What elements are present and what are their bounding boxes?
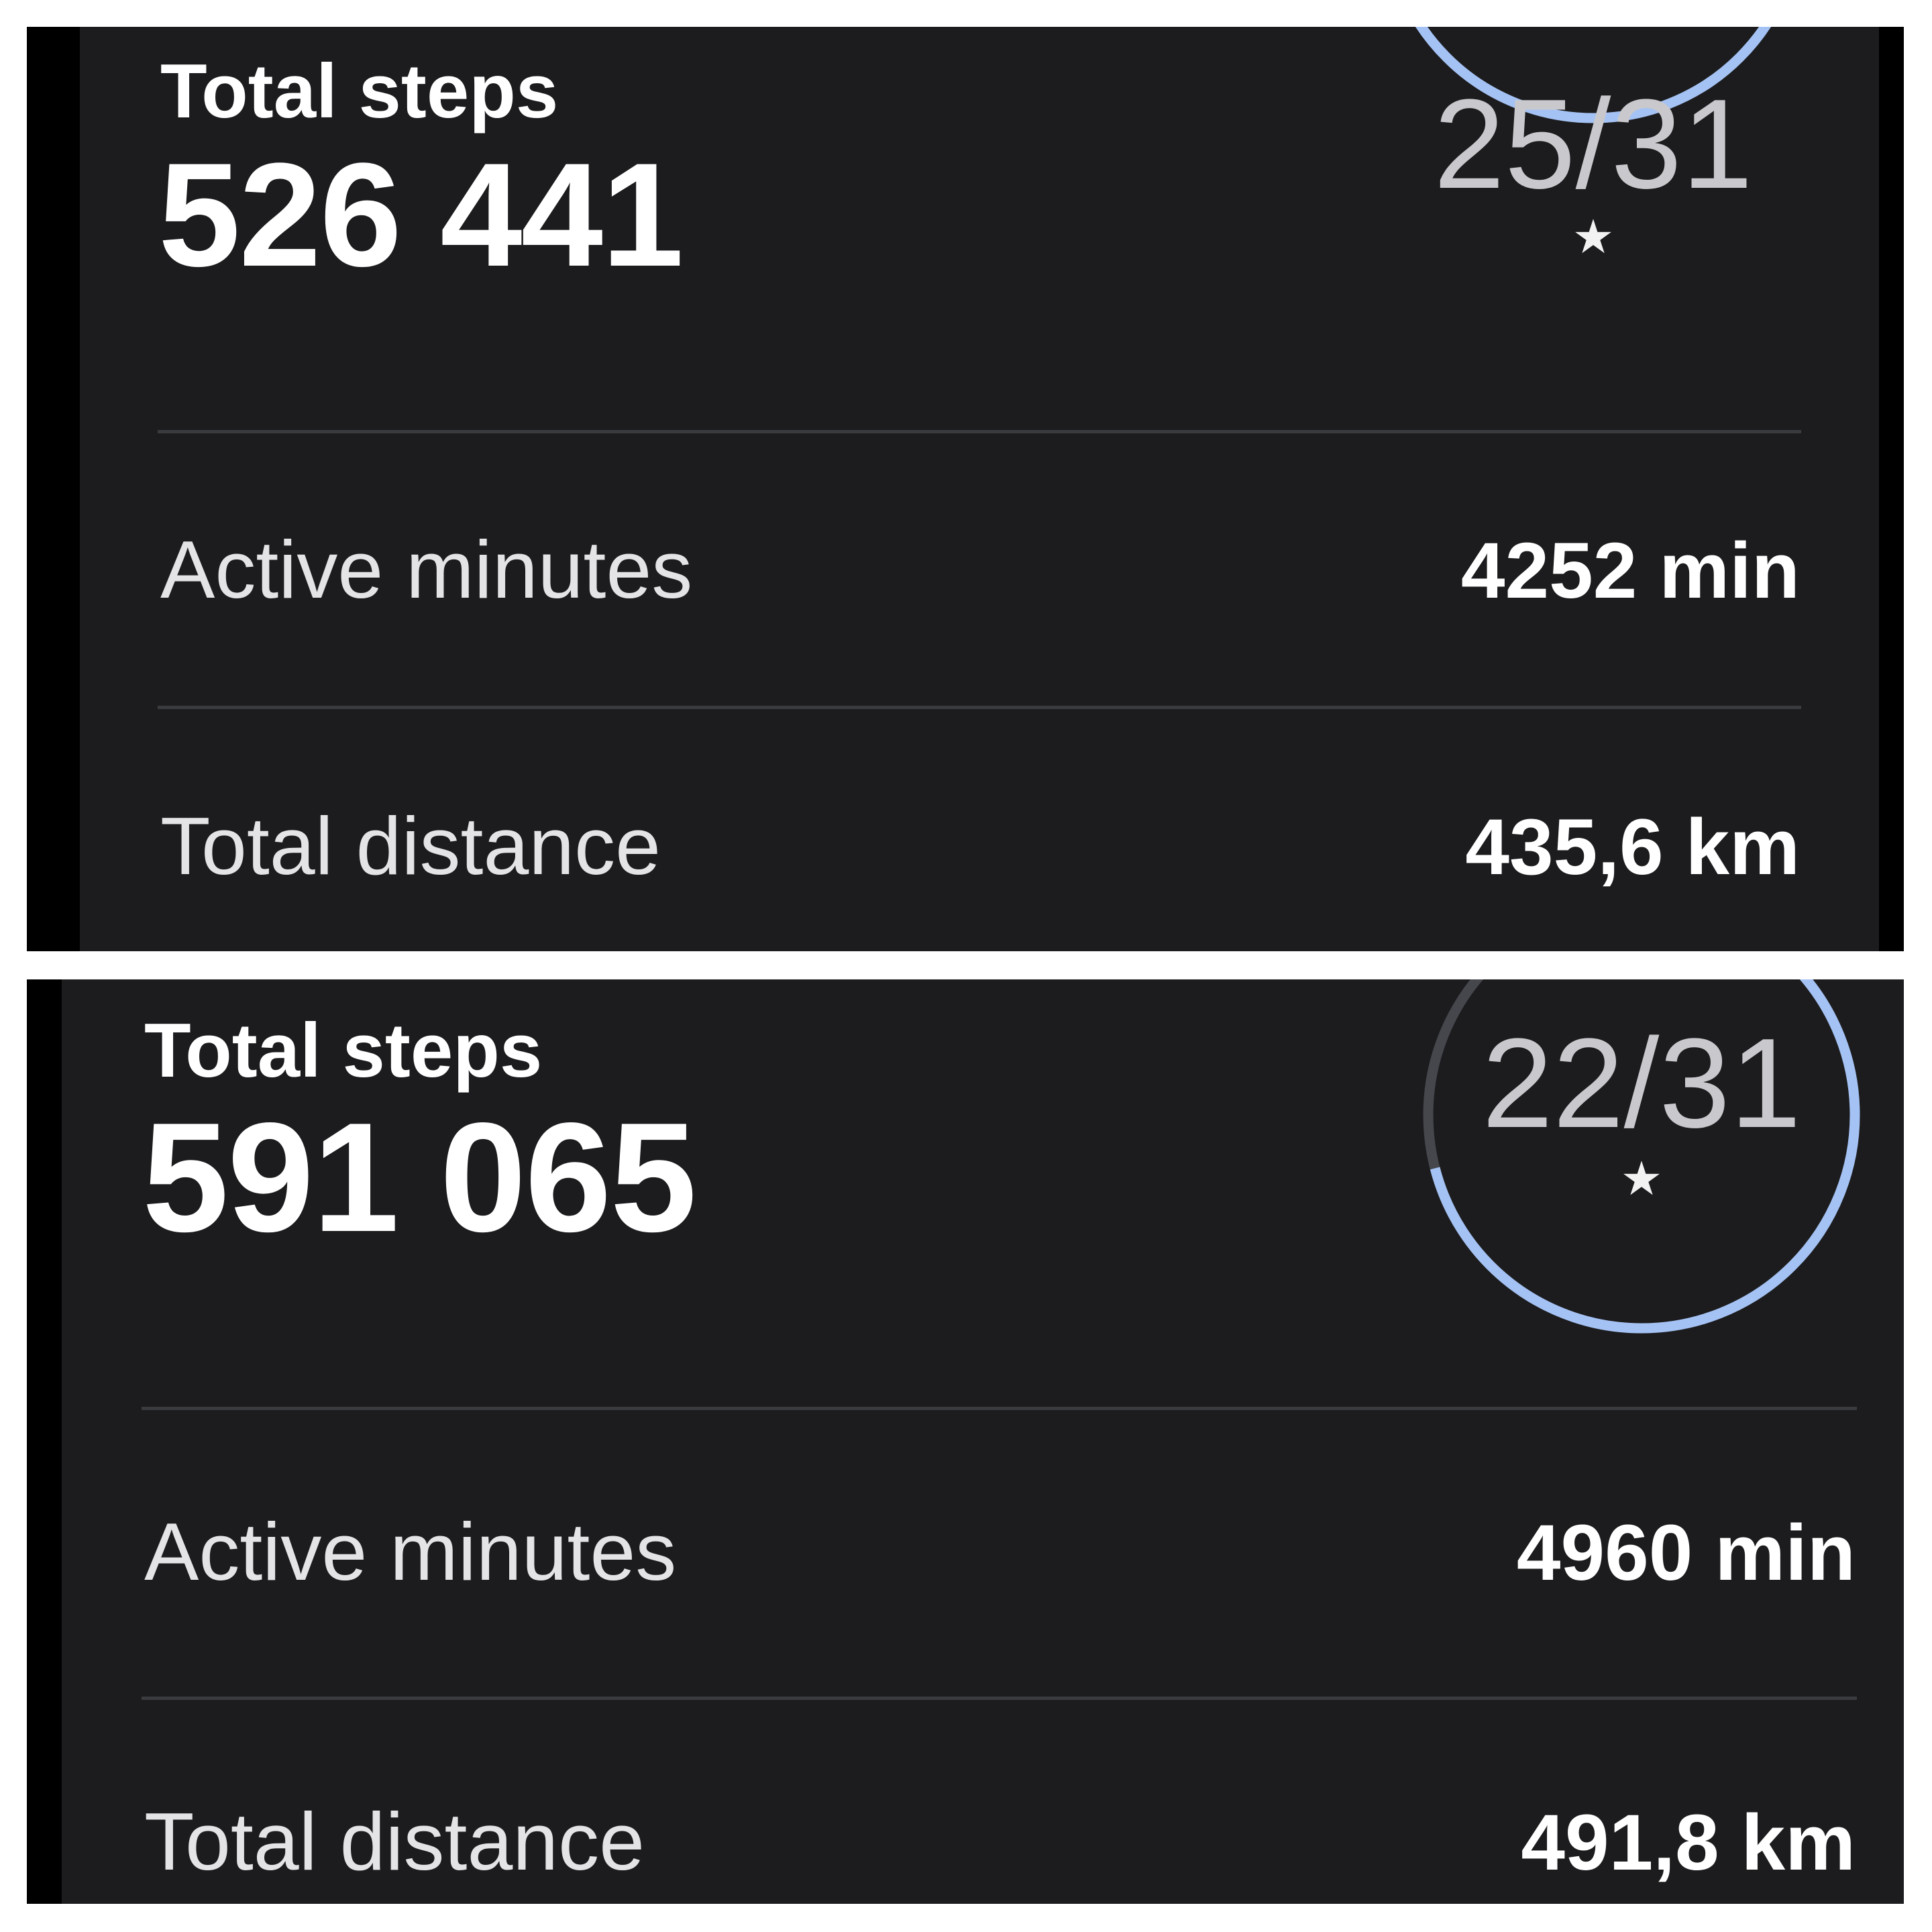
active-minutes-label: Active minutes (144, 1506, 677, 1597)
star-icon: ★ (1620, 1152, 1663, 1205)
total-steps-value: 526 441 (158, 132, 684, 297)
total-steps-label: Total steps (160, 49, 559, 134)
total-steps-label: Total steps (144, 1008, 543, 1093)
active-minutes-value: 4960 min (1516, 1509, 1856, 1597)
goal-days-count: 25/31 (1434, 73, 1753, 215)
divider (142, 1697, 1857, 1700)
ring-progress-arc (1381, 27, 1806, 123)
total-distance-value: 435,6 km (1465, 803, 1800, 892)
divider (142, 1407, 1857, 1410)
goal-progress-ring (1423, 979, 1860, 1334)
stats-card-1: Total steps 526 441 25/31 ★ Active minut… (27, 27, 1904, 951)
star-icon: ★ (1572, 211, 1615, 263)
active-minutes-label: Active minutes (160, 524, 693, 615)
goal-progress-ring (1381, 27, 1806, 123)
stats-card-2: Total steps 591 065 22/31 ★ Active minut… (27, 979, 1904, 1904)
divider (158, 430, 1801, 433)
divider (158, 706, 1801, 709)
left-edge (27, 27, 80, 951)
right-edge (1879, 27, 1904, 951)
goal-days-count: 22/31 (1482, 1012, 1801, 1155)
left-edge (27, 979, 62, 1904)
active-minutes-value: 4252 min (1460, 527, 1800, 615)
total-distance-label: Total distance (144, 1796, 645, 1887)
total-distance-label: Total distance (160, 800, 661, 892)
total-steps-value: 591 065 (142, 1091, 697, 1265)
total-distance-value: 491,8 km (1521, 1799, 1856, 1887)
ring-progress-arc (1423, 979, 1860, 1334)
